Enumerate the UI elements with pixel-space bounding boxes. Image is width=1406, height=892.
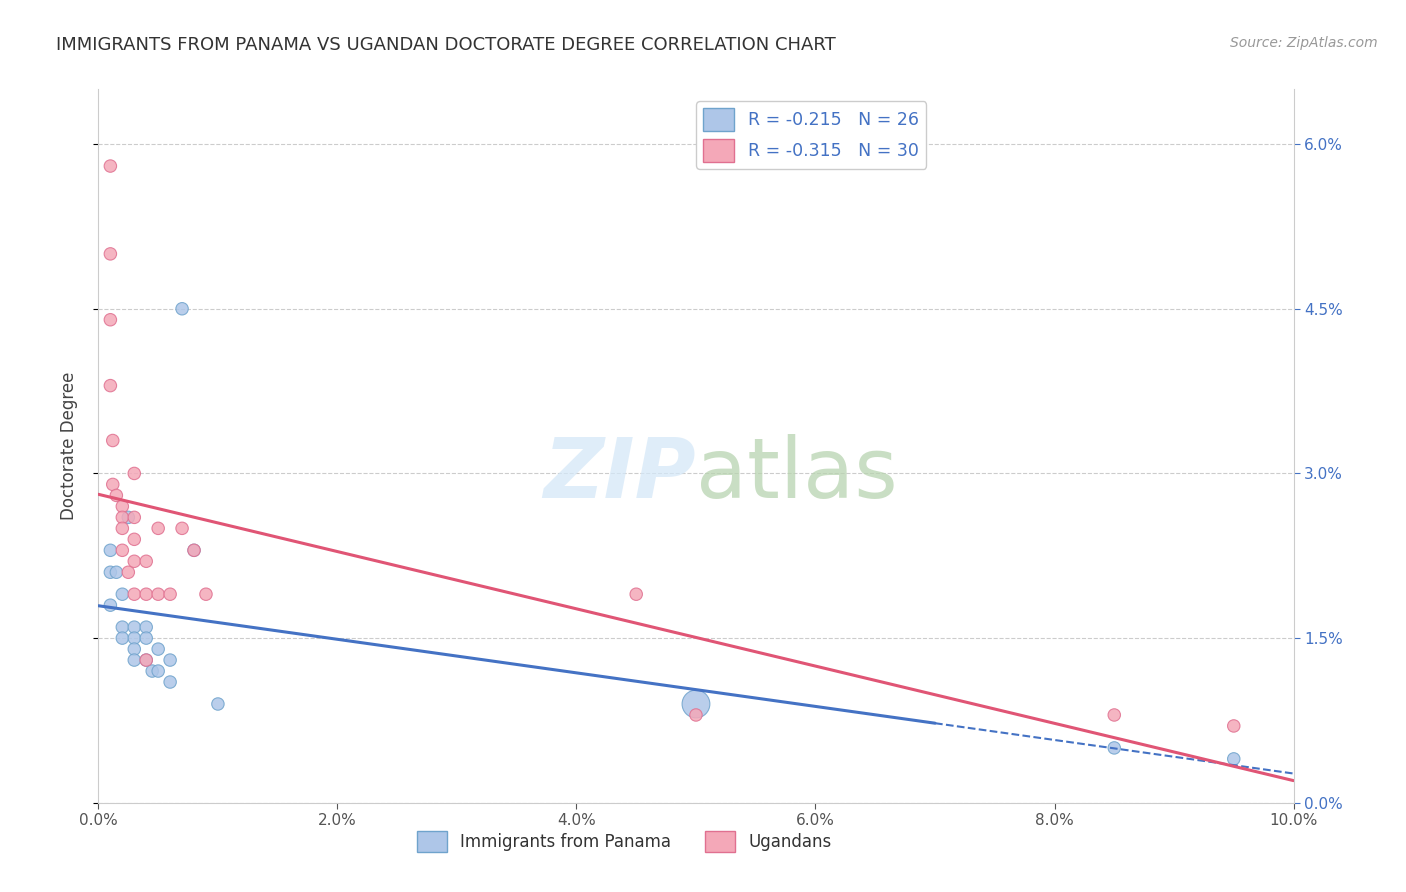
Text: atlas: atlas bbox=[696, 434, 897, 515]
Point bbox=[124, 467, 146, 481]
Point bbox=[159, 587, 181, 601]
Point bbox=[148, 642, 170, 657]
Point bbox=[685, 708, 707, 723]
Point bbox=[117, 510, 139, 524]
Point bbox=[1104, 740, 1126, 755]
Point bbox=[195, 587, 218, 601]
Point bbox=[111, 543, 134, 558]
Point bbox=[148, 664, 170, 678]
Point bbox=[183, 543, 205, 558]
Point bbox=[105, 488, 128, 502]
Point bbox=[98, 543, 122, 558]
Point bbox=[1104, 708, 1126, 723]
Point bbox=[172, 521, 194, 535]
Point bbox=[98, 247, 122, 261]
Point bbox=[135, 587, 157, 601]
Point bbox=[111, 521, 134, 535]
Point bbox=[101, 434, 124, 448]
Point bbox=[98, 312, 122, 326]
Point bbox=[98, 598, 122, 612]
Point bbox=[135, 653, 157, 667]
Y-axis label: Doctorate Degree: Doctorate Degree bbox=[59, 372, 77, 520]
Point bbox=[124, 587, 146, 601]
Point bbox=[124, 554, 146, 568]
Point bbox=[148, 521, 170, 535]
Point bbox=[1223, 719, 1246, 733]
Point bbox=[135, 631, 157, 645]
Point bbox=[183, 543, 205, 558]
Point bbox=[111, 631, 134, 645]
Point bbox=[207, 697, 229, 711]
Point bbox=[111, 620, 134, 634]
Point bbox=[124, 533, 146, 547]
Point bbox=[124, 642, 146, 657]
Point bbox=[124, 653, 146, 667]
Point bbox=[124, 631, 146, 645]
Point bbox=[124, 620, 146, 634]
Point bbox=[98, 566, 122, 580]
Point bbox=[148, 587, 170, 601]
Point bbox=[159, 675, 181, 690]
Point bbox=[159, 653, 181, 667]
Text: ZIP: ZIP bbox=[543, 434, 696, 515]
Point bbox=[98, 378, 122, 392]
Point bbox=[111, 510, 134, 524]
Point bbox=[135, 620, 157, 634]
Point bbox=[105, 566, 128, 580]
Point bbox=[685, 697, 707, 711]
Point bbox=[135, 653, 157, 667]
Point bbox=[98, 159, 122, 173]
Point bbox=[101, 477, 124, 491]
Point bbox=[626, 587, 648, 601]
Text: Source: ZipAtlas.com: Source: ZipAtlas.com bbox=[1230, 36, 1378, 50]
Point bbox=[111, 587, 134, 601]
Point bbox=[1223, 752, 1246, 766]
Text: IMMIGRANTS FROM PANAMA VS UGANDAN DOCTORATE DEGREE CORRELATION CHART: IMMIGRANTS FROM PANAMA VS UGANDAN DOCTOR… bbox=[56, 36, 837, 54]
Legend: Immigrants from Panama, Ugandans: Immigrants from Panama, Ugandans bbox=[411, 824, 838, 859]
Point bbox=[135, 554, 157, 568]
Point bbox=[172, 301, 194, 316]
Point bbox=[124, 510, 146, 524]
Point bbox=[111, 500, 134, 514]
Point bbox=[141, 664, 163, 678]
Point bbox=[117, 566, 139, 580]
